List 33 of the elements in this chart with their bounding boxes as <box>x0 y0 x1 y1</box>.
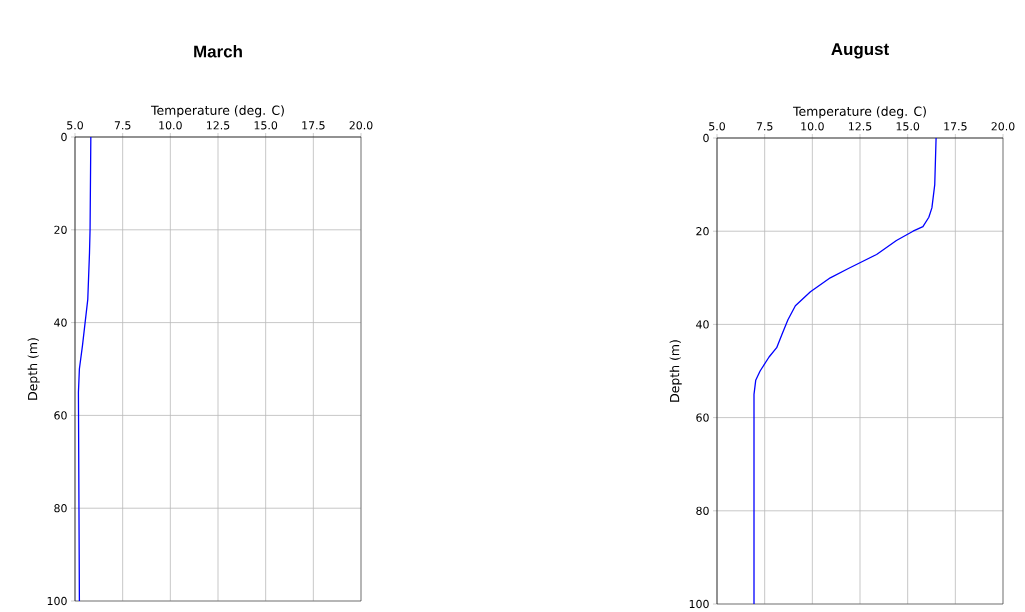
y-axis-title: Depth (m) <box>27 338 40 400</box>
x-tick-label: 10.0 <box>159 121 182 130</box>
x-axis-title: Temperature (deg. C) <box>793 106 926 119</box>
x-tick-label: 17.5 <box>302 121 325 130</box>
y-tick-label: 60 <box>696 413 709 422</box>
y-tick-label: 80 <box>54 504 67 513</box>
x-tick-label: 5.0 <box>67 121 83 130</box>
x-tick-label: 10.0 <box>801 122 824 131</box>
x-tick-label: 5.0 <box>709 122 725 131</box>
x-tick-label: 7.5 <box>114 121 131 130</box>
y-tick-label: 80 <box>696 506 709 515</box>
x-tick-label: 20.0 <box>991 122 1015 131</box>
y-tick-label: 0 <box>703 133 709 143</box>
x-tick-label: 12.5 <box>207 121 230 130</box>
x-tick-label: 15.0 <box>254 121 278 130</box>
x-tick-label: 15.0 <box>896 122 920 131</box>
y-tick-label: 100 <box>689 599 709 609</box>
x-axis-title: Temperature (deg. C) <box>150 105 284 118</box>
y-tick-label: 20 <box>696 227 709 236</box>
line-series <box>753 137 937 605</box>
x-tick-label: 12.5 <box>849 122 872 131</box>
y-tick-label: 100 <box>47 596 67 606</box>
y-tick-label: 60 <box>54 411 67 420</box>
chart-title: August <box>831 43 889 59</box>
y-tick-label: 40 <box>696 320 709 329</box>
y-tick-label: 0 <box>61 132 67 142</box>
y-axis-title: Depth (m) <box>669 340 682 402</box>
x-tick-label: 7.5 <box>756 122 773 131</box>
x-tick-label: 17.5 <box>944 122 967 131</box>
x-tick-label: 20.0 <box>349 121 373 130</box>
y-tick-label: 40 <box>54 318 67 327</box>
chart-title: March <box>194 45 242 58</box>
y-tick-label: 20 <box>54 225 67 234</box>
